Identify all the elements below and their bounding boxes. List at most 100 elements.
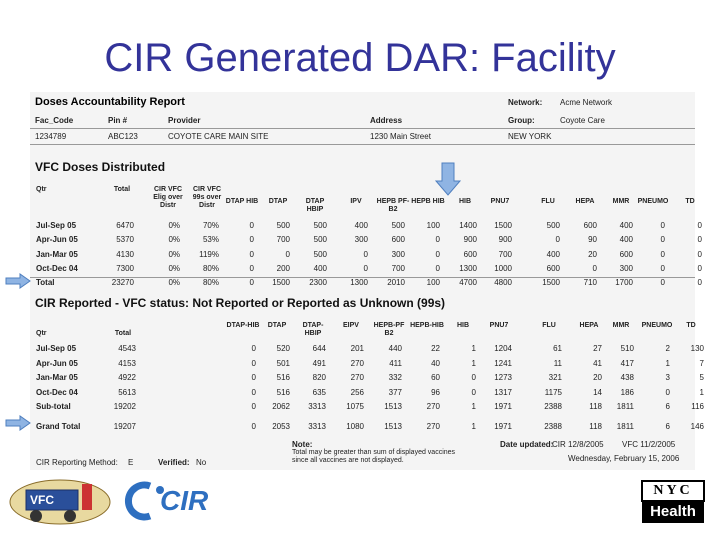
cell: 0% bbox=[168, 235, 180, 245]
cell: 1700 bbox=[615, 278, 633, 288]
cell: 6 bbox=[665, 422, 670, 431]
cell: 400 bbox=[619, 221, 633, 230]
column-header: HEPA bbox=[579, 322, 599, 329]
cell: 1 bbox=[665, 358, 670, 368]
cell: 0 bbox=[285, 249, 290, 259]
cell: 4543 bbox=[118, 344, 136, 353]
cell: 0 bbox=[697, 249, 702, 259]
cell: 0 bbox=[249, 278, 254, 288]
column-header: HEPB PF-B2 bbox=[376, 198, 410, 213]
field-value: 1230 Main Street bbox=[370, 132, 431, 141]
cell: 2388 bbox=[544, 402, 562, 411]
cell: 4130 bbox=[116, 249, 134, 259]
row-label: Oct-Dec 04 bbox=[36, 263, 78, 273]
cell: 1513 bbox=[384, 402, 402, 411]
nyc-health-logo bbox=[641, 480, 705, 523]
cell: 491 bbox=[312, 358, 326, 368]
field-label: Provider bbox=[168, 116, 201, 125]
column-header: HIB bbox=[458, 198, 472, 205]
cell: 1500 bbox=[542, 278, 560, 288]
cell: 14 bbox=[593, 387, 602, 397]
cell: 400 bbox=[354, 221, 368, 230]
cell: 1400 bbox=[459, 221, 477, 230]
cell: 4700 bbox=[459, 278, 477, 288]
cell: 1204 bbox=[494, 344, 512, 353]
cell: 1317 bbox=[494, 387, 512, 397]
cell: 700 bbox=[391, 263, 405, 273]
cell: 700 bbox=[498, 249, 512, 259]
method-label: CIR Reporting Method: bbox=[36, 458, 118, 467]
cell: 0 bbox=[471, 373, 476, 382]
cell: 411 bbox=[389, 358, 402, 368]
cell: 100 bbox=[426, 278, 440, 288]
cell: 3313 bbox=[308, 422, 326, 431]
cell: 501 bbox=[276, 358, 290, 368]
cell: 1971 bbox=[494, 402, 512, 411]
cell: 6 bbox=[665, 402, 670, 411]
field-label: Fac_Code bbox=[35, 116, 74, 125]
row-label: Apr-Jun 05 bbox=[36, 358, 78, 368]
cell: 1811 bbox=[616, 422, 634, 431]
method: E bbox=[128, 458, 134, 467]
column-header: HEPA bbox=[575, 198, 595, 205]
column-header: FLU bbox=[542, 322, 556, 329]
cell: 116 bbox=[691, 402, 704, 411]
cell: 27 bbox=[593, 344, 602, 353]
cell: 300 bbox=[619, 263, 633, 273]
cell: 0 bbox=[697, 263, 702, 273]
column-header: DTAP HIB bbox=[225, 198, 259, 205]
cell: 118 bbox=[589, 402, 602, 411]
cell: 600 bbox=[391, 235, 405, 245]
cell: 0 bbox=[249, 235, 254, 245]
verified: No bbox=[196, 458, 207, 467]
arrow-total bbox=[5, 273, 31, 289]
cell: 0 bbox=[697, 221, 702, 230]
cell: 700 bbox=[276, 235, 290, 245]
column-header: Total bbox=[113, 186, 131, 193]
column-header: DTAP bbox=[267, 322, 287, 329]
column-header: IPV bbox=[350, 198, 362, 205]
column-header: MMR bbox=[612, 198, 630, 205]
cell: 1513 bbox=[384, 422, 402, 431]
cell: 500 bbox=[313, 235, 327, 245]
cell: 440 bbox=[388, 344, 402, 353]
cell: 0 bbox=[251, 358, 256, 368]
cell: 1971 bbox=[494, 422, 512, 431]
cell: 1500 bbox=[272, 278, 290, 288]
column-header: TD bbox=[686, 322, 696, 329]
cell: 0 bbox=[660, 221, 665, 230]
column-header: DTAP-HBIP bbox=[302, 322, 324, 337]
cell: 1 bbox=[699, 387, 704, 397]
field-value: 1234789 bbox=[35, 132, 67, 141]
cell: 500 bbox=[276, 221, 290, 230]
cell: 1 bbox=[471, 402, 476, 411]
row-label: Jan-Mar 05 bbox=[36, 249, 78, 259]
cell: 0% bbox=[168, 263, 180, 273]
column-header: HEPB-PF B2 bbox=[373, 322, 405, 337]
cell: 200 bbox=[276, 263, 290, 273]
cell: 100 bbox=[426, 221, 440, 230]
verified-label: Verified: bbox=[158, 458, 190, 467]
cell: 0 bbox=[249, 221, 254, 230]
cell: 4800 bbox=[494, 278, 512, 288]
cell: 0 bbox=[660, 235, 665, 245]
cell: 500 bbox=[313, 249, 327, 259]
row-label: Jul-Sep 05 bbox=[36, 344, 77, 353]
cell: 0 bbox=[249, 249, 254, 259]
group: Coyote Care bbox=[560, 116, 605, 125]
cell: 61 bbox=[553, 344, 562, 353]
cell: 270 bbox=[426, 422, 440, 431]
cell: 22 bbox=[431, 344, 440, 353]
cell: 4922 bbox=[118, 373, 136, 382]
cell: 500 bbox=[313, 221, 327, 230]
column-header: MMR bbox=[612, 322, 630, 329]
cell: 60 bbox=[431, 373, 440, 382]
column-header: FLU bbox=[541, 198, 555, 205]
cell: 600 bbox=[619, 249, 633, 259]
network-label: Network: bbox=[508, 98, 543, 107]
cell: 5370 bbox=[116, 235, 134, 245]
cell: 19202 bbox=[113, 402, 136, 411]
cell: 0 bbox=[251, 422, 256, 431]
cell: 4153 bbox=[118, 358, 136, 368]
column-header: Total bbox=[114, 330, 132, 337]
